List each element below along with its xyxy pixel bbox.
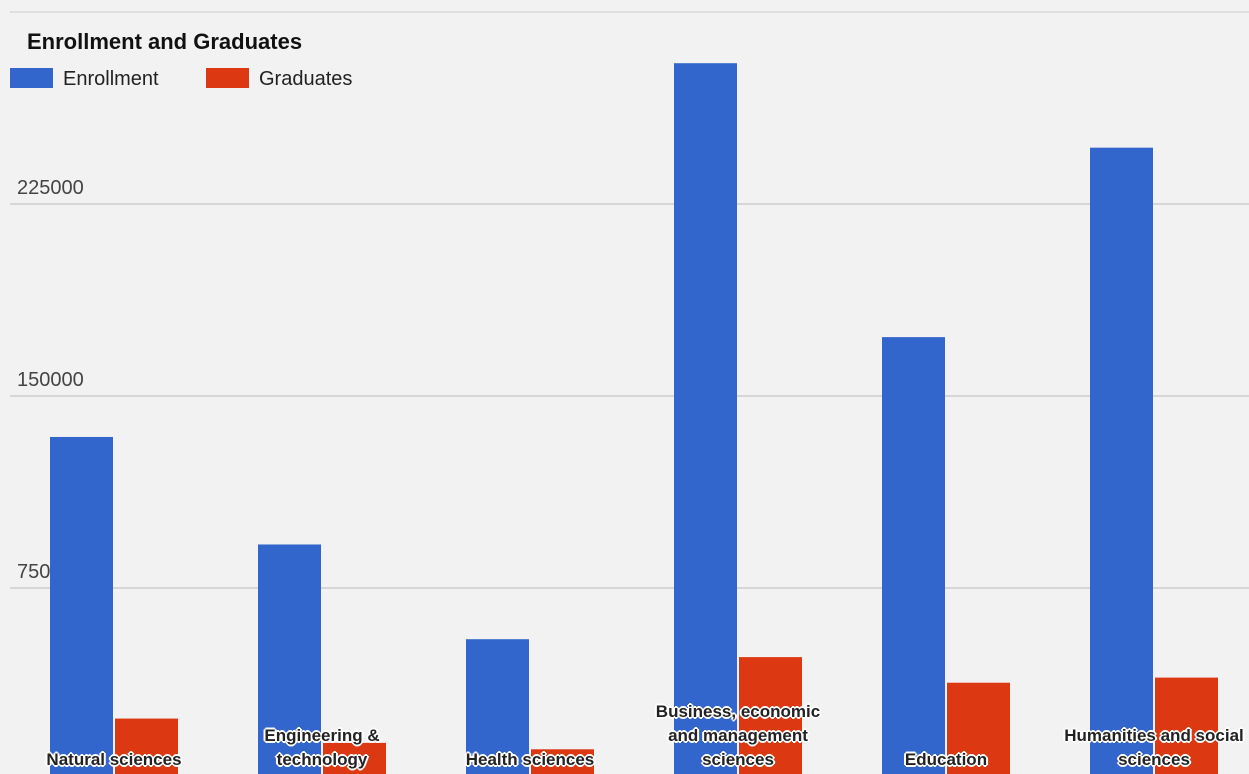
bar	[1090, 147, 1153, 774]
bar	[1155, 677, 1218, 774]
x-tick-label: Education	[904, 750, 988, 769]
x-tick-label: Health sciences	[465, 750, 595, 769]
bar	[739, 657, 802, 774]
x-tick-label: Engineering & technology	[264, 726, 380, 769]
x-tick-label: Humanities and social sciences	[1064, 726, 1244, 769]
bar	[466, 639, 529, 774]
x-tick-label: Business, economic and management scienc…	[655, 702, 821, 769]
bar	[947, 682, 1010, 774]
bar	[50, 436, 113, 774]
bar	[323, 742, 386, 774]
bar	[674, 63, 737, 774]
bar	[882, 337, 945, 774]
x-tick-label: Natural sciences	[46, 750, 182, 769]
legend-label: Enrollment	[63, 68, 159, 90]
y-tick-label: 150000	[17, 369, 84, 391]
bar	[115, 718, 178, 774]
legend-swatch	[10, 68, 53, 88]
bar	[531, 749, 594, 774]
y-tick-label: 225000	[17, 177, 84, 199]
bar	[258, 544, 321, 774]
chart-title: Enrollment and Graduates	[27, 29, 302, 54]
legend-swatch	[206, 68, 249, 88]
legend-label: Graduates	[259, 68, 352, 90]
